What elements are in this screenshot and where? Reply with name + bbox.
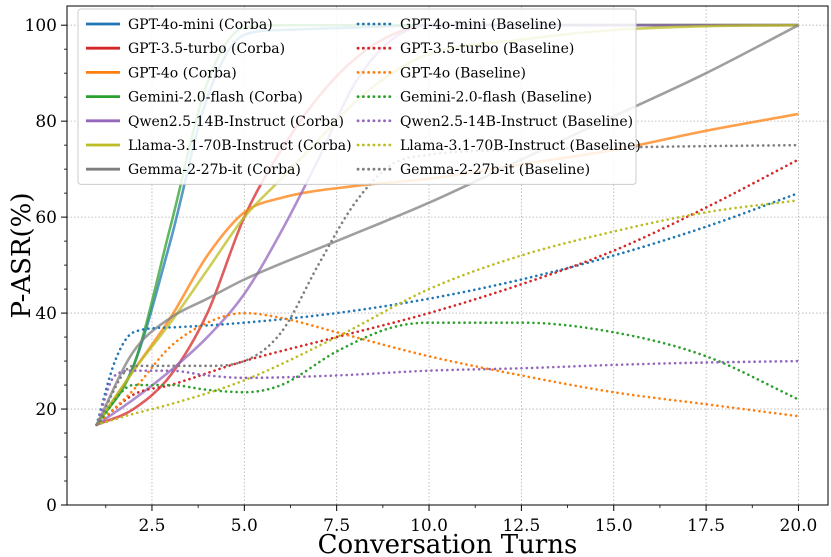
axis-ticks: 2.5 5.0 7.5 10.0 12.5 15.0 17.5 20.0 0 20 40 60 80 10… — [25, 16, 818, 536]
series-line-gpt-4o-mini-baseline — [95, 191, 800, 427]
legend-label: Gemma-2-27b-it (Corba) — [128, 162, 301, 178]
y-tick-label: 0 — [46, 496, 57, 516]
y-tick-label: 40 — [35, 304, 57, 324]
x-tick-label: 7.5 — [323, 516, 350, 536]
legend-label: Qwen2.5-14B-Instruct (Corba) — [128, 114, 344, 130]
legend-label: Llama-3.1-70B-Instruct (Corba) — [128, 138, 352, 154]
legend-label: Qwen2.5-14B-Instruct (Baseline) — [400, 114, 633, 130]
legend-label: Gemma-2-27b-it (Baseline) — [400, 162, 590, 178]
series-line-gpt-3-5-turbo-baseline — [95, 158, 800, 427]
x-tick-label: 20.0 — [780, 516, 818, 536]
series-line-gemini-2-0-flash-baseline — [95, 321, 800, 427]
legend-label: GPT-3.5-turbo (Corba) — [128, 41, 285, 57]
x-tick-label: 2.5 — [138, 516, 165, 536]
legend-label: GPT-3.5-turbo (Baseline) — [400, 41, 574, 57]
y-tick-label: 100 — [25, 16, 57, 36]
legend-label: GPT-4o-mini (Corba) — [128, 17, 273, 33]
legend-label: GPT-4o (Corba) — [128, 65, 237, 81]
y-tick-label: 60 — [35, 208, 57, 228]
series-line-gpt-4o-corba — [95, 112, 799, 426]
y-tick-label: 80 — [35, 112, 57, 132]
y-tick-label: 20 — [35, 400, 57, 420]
series-line-qwen2-5-14b-instruct-baseline — [95, 359, 800, 427]
legend-label: Gemini-2.0-flash (Corba) — [128, 90, 303, 106]
legend: GPT-4o-mini (Corba) GPT-3.5-turbo (Corba)… — [77, 8, 641, 185]
series-line-gemma-2-27b-it-baseline — [95, 143, 800, 427]
legend-label: GPT-4o-mini (Baseline) — [400, 17, 562, 33]
series-line-gemma-2-27b-it-corba — [95, 24, 800, 426]
x-tick-label: 15.0 — [595, 516, 633, 536]
y-axis-title: P-ASR(%) — [7, 192, 37, 318]
legend-label: Gemini-2.0-flash (Baseline) — [400, 90, 592, 106]
series-line-gpt-4o-baseline — [95, 311, 800, 427]
x-tick-label: 10.0 — [410, 516, 448, 536]
legend-label: Llama-3.1-70B-Instruct (Baseline) — [400, 138, 641, 154]
x-axis-title: Conversation Turns — [318, 530, 578, 557]
x-tick-label: 12.5 — [502, 516, 540, 536]
legend-label: GPT-4o (Baseline) — [400, 65, 526, 81]
series-line-llama-3-1-70b-instruct-baseline — [95, 199, 800, 427]
x-tick-label: 17.5 — [687, 516, 725, 536]
plot-frame — [66, 5, 829, 506]
x-tick-label: 5.0 — [231, 516, 258, 536]
